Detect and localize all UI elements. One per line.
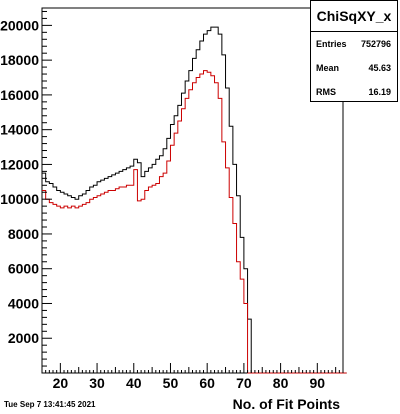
stats-row-mean: Mean 45.63 [311, 56, 397, 80]
x-tick-label: 80 [273, 375, 289, 391]
x-tick-label: 60 [199, 375, 215, 391]
stats-box: ChiSqXY_x Entries 752796 Mean 45.63 RMS … [310, 0, 398, 102]
y-tick-label: 2000 [8, 330, 39, 346]
y-tick-label: 12000 [0, 156, 39, 172]
stats-row-rms: RMS 16.19 [311, 80, 397, 104]
timestamp: Tue Sep 7 13:41:45 2021 [4, 400, 96, 409]
x-tick-label: 20 [53, 375, 69, 391]
x-tick-label: 50 [163, 375, 179, 391]
stats-title: ChiSqXY_x [311, 1, 397, 32]
x-tick-label: 90 [310, 375, 326, 391]
y-tick-label: 16000 [0, 87, 39, 103]
stats-entries-value: 752796 [360, 39, 391, 49]
x-tick-label: 70 [236, 375, 252, 391]
y-tick-label: 10000 [0, 191, 39, 207]
y-tick-label: 4000 [8, 295, 39, 311]
y-tick-label: 14000 [0, 122, 39, 138]
histogram-series-1 [42, 70, 347, 374]
x-axis-title: No. of Fit Points [232, 396, 340, 412]
stats-mean-value: 45.63 [368, 63, 391, 73]
stats-rms-label: RMS [316, 87, 336, 97]
y-tick-label: 20000 [0, 17, 39, 33]
y-tick-label: 6000 [8, 261, 39, 277]
y-tick-label: 18000 [0, 52, 39, 68]
x-tick-label: 40 [126, 375, 142, 391]
stats-row-entries: Entries 752796 [311, 32, 397, 56]
stats-entries-label: Entries [316, 39, 347, 49]
stats-mean-label: Mean [316, 63, 340, 73]
x-tick-label: 30 [89, 375, 105, 391]
y-tick-label: 8000 [8, 226, 39, 242]
stats-rms-value: 16.19 [368, 87, 391, 97]
